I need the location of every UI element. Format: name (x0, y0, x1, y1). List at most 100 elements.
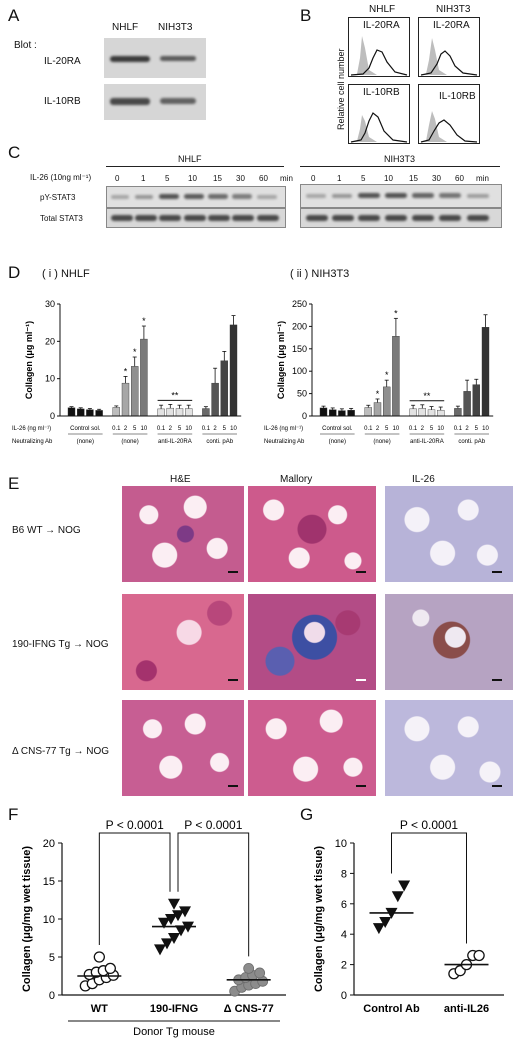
flow-histogram-nhlf-il20ra: IL-20RA (348, 17, 410, 77)
bar (95, 410, 103, 417)
significance-mark: * (385, 370, 389, 380)
neutralizing-label: (none) (77, 439, 94, 445)
bar (338, 410, 346, 417)
bar (112, 407, 121, 417)
y-tick-label: 6 (341, 899, 347, 911)
histology-image-190ifng-il26 (385, 594, 513, 690)
dose-label: 10 (141, 426, 148, 432)
flow-curve-svg (350, 112, 408, 143)
neutralizing-label: (none) (373, 439, 390, 445)
significance-mark: ** (171, 390, 179, 400)
blot-row-il20ra: IL-20RA (44, 56, 81, 67)
data-point (104, 962, 116, 975)
bar (76, 408, 85, 417)
nih3t3-pystat3-blot (300, 184, 502, 208)
bar (166, 407, 175, 417)
scale-bar (356, 785, 366, 787)
dose-label: 5 (178, 426, 182, 432)
scale-bar (356, 679, 366, 681)
x-category-label: WT (91, 1003, 108, 1015)
histology-image-wt-mallory (248, 486, 376, 582)
data-point (93, 951, 105, 963)
panel-g-label: G (300, 805, 314, 824)
bar (157, 408, 165, 417)
neutralizing-label: (none) (121, 439, 138, 445)
y-tick-label: 10 (45, 374, 55, 384)
time-label: 1 (141, 174, 146, 183)
bar (382, 386, 391, 417)
y-axis-label: Collagen (μg ml⁻¹) (24, 321, 34, 399)
flow-marker-label: IL-20RA (363, 20, 400, 31)
y-tick-label: 250 (292, 299, 307, 309)
histology-image-wt-he (122, 486, 244, 582)
time-label: 10 (188, 174, 197, 183)
panel-d-label: D (8, 263, 21, 282)
scale-bar (492, 679, 502, 681)
flow-marker-label: IL-10RB (363, 87, 400, 98)
dose-label: 5 (430, 426, 434, 432)
time-label: 5 (165, 174, 170, 183)
bar (373, 402, 382, 417)
dose-label: 5 (385, 426, 389, 432)
neutralizing-label: anti-IL-20RA (158, 439, 192, 445)
histo-row-wt: B6 WT → NOG (12, 525, 81, 536)
time-unit: min (476, 174, 489, 183)
bar (184, 408, 193, 417)
y-tick-label: 5 (49, 952, 55, 964)
nhlf-totalstat3-blot (106, 208, 286, 228)
data-point (172, 910, 184, 922)
dose-label: 0.1 (157, 426, 166, 432)
histology-image-190ifng-he (122, 594, 244, 690)
data-point (391, 891, 404, 903)
y-tick-label: 2 (341, 960, 347, 972)
time-unit: min (280, 174, 293, 183)
data-point (158, 917, 170, 929)
blot-col-nhlf: NHLF (112, 22, 139, 33)
flow-y-axis-label: Relative cell number (336, 48, 346, 130)
neutralizing-label: conti. pAb (458, 439, 485, 445)
y-axis-label: Collagen (μg/mg wet tissue) (313, 846, 325, 992)
neutralizing-label: conti. pAb (206, 439, 233, 445)
scatter-chart-f: 0 5 10 15 20 Collagen (μg/mg wet tissue) WT 190… (21, 818, 286, 1038)
time-label: 30 (432, 174, 441, 183)
dose-label: 2 (376, 426, 380, 432)
significance-mark: * (142, 316, 146, 326)
flow-histogram-nih3t3-il20ra: IL-20RA (418, 17, 480, 77)
scale-bar (492, 785, 502, 787)
chart-d1-title: ( i ) NHLF (42, 268, 90, 280)
x-category-label: 190-IFNG (150, 1003, 198, 1015)
nih3t3-totalstat3-blot (300, 208, 502, 228)
scale-bar (356, 571, 366, 573)
totalstat3-row-label: Total STAT3 (40, 214, 83, 223)
dose-label: 5 (133, 426, 137, 432)
dose-label: 0.1 (409, 426, 418, 432)
y-tick-label: 0 (341, 990, 347, 1002)
blot-col-nih3t3: NIH3T3 (158, 22, 193, 33)
histo-row-dcns77: Δ CNS-77 Tg → NOG (12, 746, 110, 757)
comparison-bracket (391, 832, 467, 944)
y-tick-label: 200 (292, 321, 307, 331)
dose-label: 10 (393, 426, 400, 432)
bar (319, 407, 328, 417)
data-point (243, 962, 255, 974)
time-label: 0 (115, 174, 120, 183)
bar (463, 391, 471, 417)
panel-f-label: F (8, 805, 19, 824)
y-tick-label: 30 (45, 299, 55, 309)
scale-bar (492, 571, 502, 573)
y-tick-label: 15 (43, 876, 55, 888)
neutralizing-label: anti-IL-20RA (410, 439, 444, 445)
neutralizing-row-label: Neutralizing Ab (264, 439, 305, 445)
dose-label: 0.1 (454, 426, 463, 432)
dose-label: 5 (223, 426, 227, 432)
bar (220, 360, 229, 417)
y-tick-label: 10 (43, 914, 55, 926)
histo-col-mallory: Mallory (280, 474, 313, 485)
data-point (165, 914, 177, 925)
data-point (175, 925, 187, 937)
flow-histogram-nih3t3-il10rb: IL-10RB (418, 84, 480, 144)
histology-image-190ifng-mallory (248, 594, 376, 690)
comparison-bracket (98, 832, 171, 945)
dose-label: 2 (465, 426, 469, 432)
